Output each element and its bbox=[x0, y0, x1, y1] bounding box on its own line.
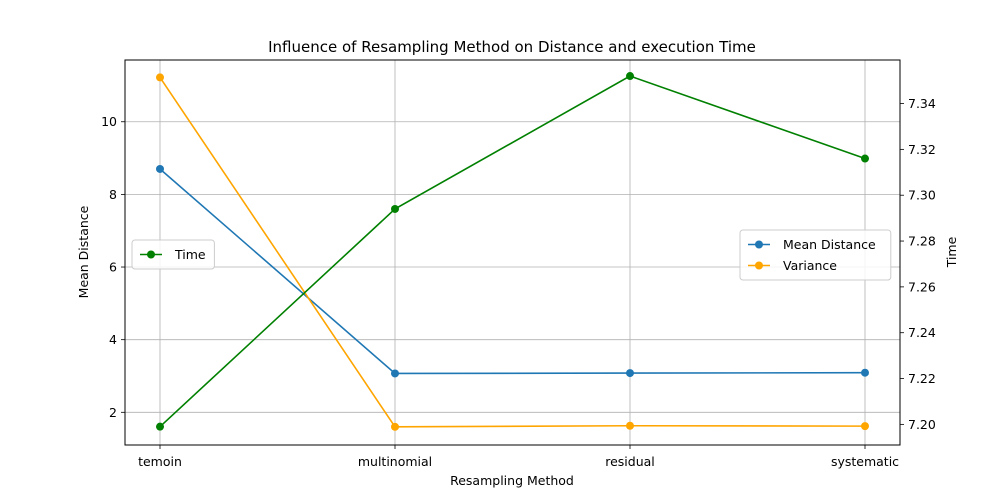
y-axis-right: 7.20 7.22 7.24 7.26 7.28 7.30 7.32 7.34 bbox=[900, 96, 936, 432]
plot-frame bbox=[124, 59, 901, 446]
legend-mean-distance-label: Mean Distance bbox=[783, 237, 876, 252]
y-left-tick-label: 8 bbox=[109, 187, 117, 202]
variance-line bbox=[159, 76, 866, 428]
y-right-tick-label: 7.32 bbox=[908, 142, 936, 157]
y-left-tick-label: 4 bbox=[109, 332, 117, 347]
legend-variance-marker bbox=[755, 261, 763, 270]
time-line bbox=[159, 75, 866, 428]
y-right-tick-label: 7.30 bbox=[908, 188, 936, 203]
legend-time-marker bbox=[147, 250, 155, 259]
y-right-tick-label: 7.24 bbox=[908, 325, 936, 340]
y-left-tick-label: 10 bbox=[101, 114, 117, 129]
time-point bbox=[156, 422, 164, 431]
time-point bbox=[861, 154, 869, 163]
y-axis-left-title: Mean Distance bbox=[76, 205, 91, 298]
chart-title: Influence of Resampling Method on Distan… bbox=[268, 38, 756, 56]
x-tick-label: temoin bbox=[138, 454, 182, 469]
y-left-tick-label: 6 bbox=[109, 260, 117, 275]
mean-distance-point bbox=[861, 368, 869, 377]
x-axis: temoin multinomial residual systematic bbox=[138, 445, 899, 469]
legend-variance-label: Variance bbox=[783, 258, 837, 273]
y-right-tick-label: 7.26 bbox=[908, 279, 936, 294]
legend-distance-variance: Mean Distance Variance bbox=[739, 229, 892, 281]
y-axis-right-title: Time bbox=[944, 236, 959, 268]
y-right-tick-label: 7.34 bbox=[908, 96, 936, 111]
variance-point bbox=[861, 422, 869, 431]
legend-mean-distance-marker bbox=[755, 240, 763, 249]
legend-time: Time bbox=[131, 239, 215, 270]
time-point bbox=[626, 72, 634, 81]
y-left-tick-label: 2 bbox=[109, 405, 117, 420]
time-point bbox=[391, 204, 399, 213]
variance-point bbox=[156, 73, 164, 82]
y-axis-left: 2 4 6 8 10 bbox=[101, 114, 125, 420]
legend-time-label: Time bbox=[174, 247, 206, 262]
x-tick-label: systematic bbox=[831, 454, 899, 469]
y-right-tick-label: 7.28 bbox=[908, 234, 936, 249]
x-tick-label: residual bbox=[605, 454, 655, 469]
y-right-tick-label: 7.22 bbox=[908, 371, 936, 386]
x-axis-title: Resampling Method bbox=[450, 473, 574, 488]
mean-distance-line bbox=[159, 168, 866, 375]
variance-point bbox=[626, 421, 634, 430]
mean-distance-point bbox=[391, 369, 399, 378]
mean-distance-point bbox=[626, 369, 634, 378]
legend-box bbox=[739, 229, 892, 281]
legend-box bbox=[131, 239, 215, 270]
series-layer bbox=[156, 72, 869, 431]
variance-point bbox=[391, 422, 399, 431]
x-tick-label: multinomial bbox=[358, 454, 432, 469]
y-right-tick-label: 7.20 bbox=[908, 417, 936, 432]
mean-distance-point bbox=[156, 164, 164, 173]
